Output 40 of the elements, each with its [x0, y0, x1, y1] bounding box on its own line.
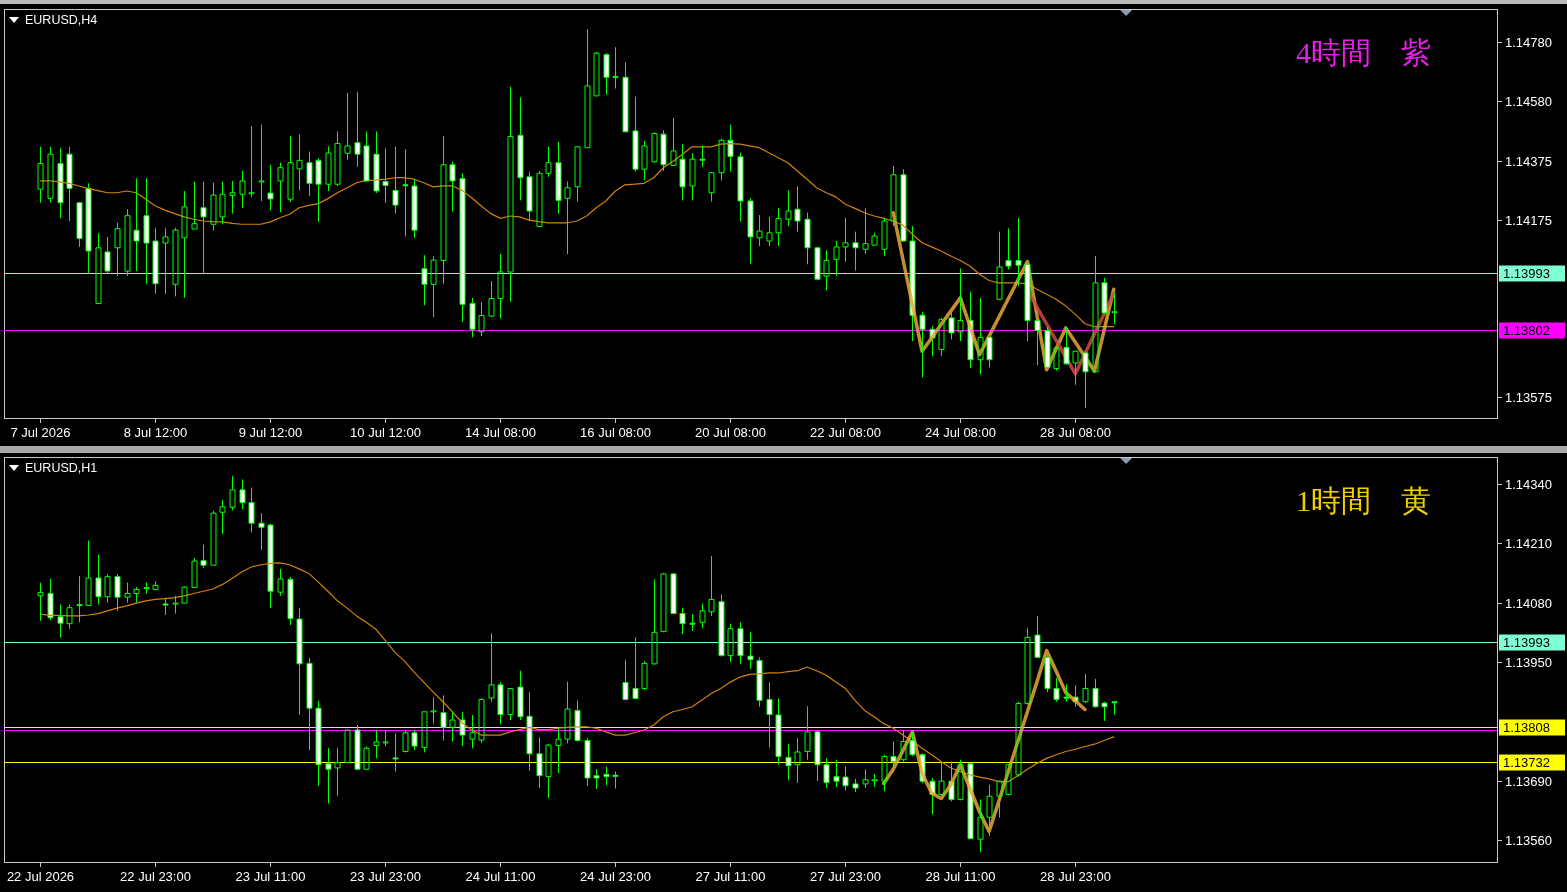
- x-tick-label: 27 Jul 23:00: [810, 868, 881, 884]
- y-tick-label: 1.13560: [1505, 833, 1552, 848]
- y-tick-label: 1.13950: [1505, 655, 1552, 670]
- chart-title: EURUSD,H4: [25, 13, 98, 27]
- x-tick-label: 28 Jul 11:00: [925, 868, 996, 884]
- x-tick-label: 23 Jul 11:00: [235, 868, 306, 884]
- y-tick-label: 1.14340: [1505, 477, 1552, 492]
- ref-line-label: 1.13993: [1503, 266, 1550, 281]
- x-tick-label: 24 Jul 08:00: [925, 424, 996, 440]
- annotation: 4時間 紫: [1296, 35, 1431, 69]
- x-tick-label: 22 Jul 23:00: [120, 868, 191, 884]
- x-tick-label: 28 Jul 08:00: [1040, 424, 1111, 440]
- x-tick-label: 7 Jul 2026: [10, 424, 71, 440]
- y-tick-label: 1.14375: [1505, 154, 1552, 169]
- x-tick-label: 9 Jul 12:00: [238, 424, 303, 440]
- y-tick-label: 1.14210: [1505, 536, 1552, 551]
- x-tick-label: 16 Jul 08:00: [580, 424, 651, 440]
- x-tick-label: 24 Jul 11:00: [465, 868, 536, 884]
- y-tick-label: 1.14780: [1505, 35, 1552, 50]
- x-tick-label: 22 Jul 08:00: [810, 424, 881, 440]
- x-tick-label: 20 Jul 08:00: [695, 424, 766, 440]
- x-tick-label: 8 Jul 12:00: [123, 424, 188, 440]
- y-tick-label: 1.13690: [1505, 774, 1552, 789]
- x-tick-label: 22 Jul 2026: [6, 868, 75, 884]
- ref-line-label: 1.13808: [1503, 720, 1550, 735]
- x-tick-label: 28 Jul 23:00: [1040, 868, 1111, 884]
- ref-line-label: 1.13732: [1503, 755, 1550, 770]
- ref-line-label: 1.13802: [1503, 323, 1550, 338]
- x-tick-label: 27 Jul 11:00: [695, 868, 766, 884]
- y-tick-label: 1.13575: [1505, 390, 1552, 405]
- y-tick-label: 1.14080: [1505, 596, 1552, 611]
- x-tick-label: 10 Jul 12:00: [350, 424, 421, 440]
- ref-line-label: 1.13993: [1503, 635, 1550, 650]
- x-tick-label: 14 Jul 08:00: [465, 424, 536, 440]
- y-tick-label: 1.14580: [1505, 94, 1552, 109]
- annotation: 1時間 黄: [1296, 483, 1431, 517]
- x-tick-label: 24 Jul 23:00: [580, 868, 651, 884]
- x-tick-label: 23 Jul 23:00: [350, 868, 421, 884]
- chart-title: EURUSD,H1: [25, 461, 98, 475]
- y-tick-label: 1.14175: [1505, 213, 1552, 228]
